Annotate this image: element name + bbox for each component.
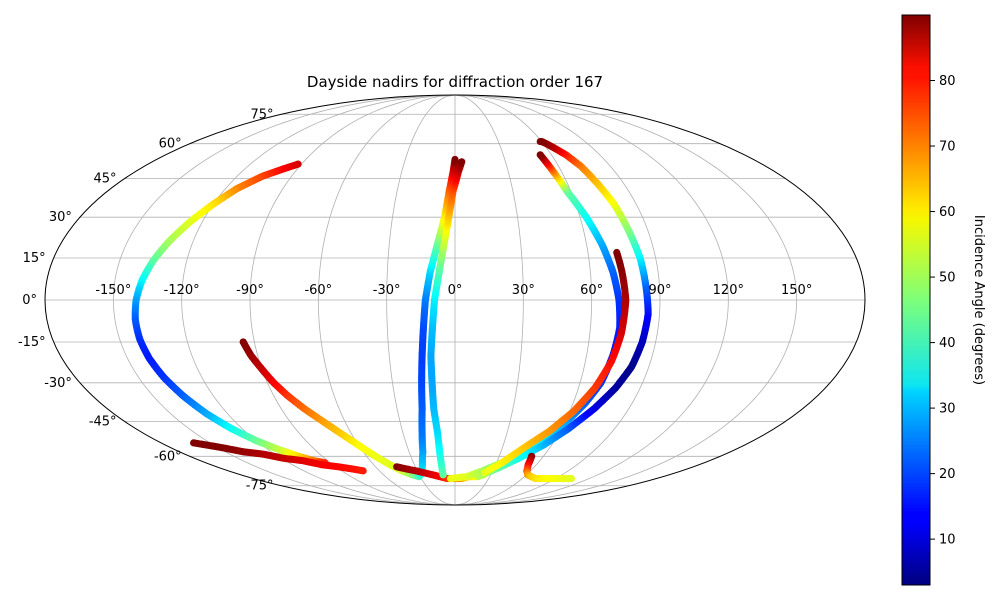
data-point (451, 155, 459, 164)
lon-tick-label: -120° (164, 283, 200, 298)
colorbar-tick-label: 40 (939, 336, 956, 351)
colorbar-tick-label: 60 (939, 205, 956, 220)
colorbar-tick-label: 70 (939, 140, 956, 155)
lon-tick-label: -150° (95, 283, 131, 298)
lat-tick-label: -15° (18, 335, 46, 350)
lat-tick-label: 30° (49, 210, 72, 225)
data-point (359, 467, 367, 475)
lon-tick-label: 150° (781, 283, 812, 298)
data-point (458, 158, 466, 166)
colorbar-tick-label: 30 (939, 402, 956, 417)
lon-tick-label: -90° (236, 283, 264, 298)
map-grid (45, 95, 865, 505)
lat-tick-label: 75° (250, 107, 273, 122)
chart-title: Dayside nadirs for diffraction order 167 (307, 73, 603, 91)
lat-tick-label: 60° (159, 137, 182, 152)
lon-tick-label: 120° (713, 283, 744, 298)
colorbar-tick-label: 80 (939, 74, 956, 89)
data-point (536, 137, 544, 146)
colorbar-label: Incidence Angle (degrees) (971, 215, 986, 385)
lat-tick-label: -30° (44, 376, 72, 391)
lon-tick-label: -60° (304, 283, 332, 298)
data-points (131, 137, 652, 483)
lon-tick-label: 60° (580, 283, 603, 298)
lat-tick-label: 15° (23, 251, 46, 266)
lat-tick-label: 45° (94, 172, 117, 187)
data-point (536, 151, 544, 159)
lon-tick-label: 30° (512, 283, 535, 298)
data-point (613, 248, 621, 257)
map-boundary (44, 94, 866, 506)
colorbar-gradient (901, 14, 931, 586)
lon-tick-label: 0° (448, 283, 463, 298)
lat-tick-label: -75° (246, 479, 274, 494)
lat-tick-label: 0° (22, 293, 37, 308)
colorbar-ticks: 10 20 30 40 50 60 70 80 (930, 74, 956, 548)
lat-tick-label: -45° (89, 414, 117, 429)
tick-labels: -150° -120° -90° -60° -30° 0° 30° 60° 90° 120° 150… (18, 107, 812, 493)
colorbar-tick-label: 50 (939, 271, 956, 286)
lon-tick-label: -30° (373, 283, 401, 298)
data-point (567, 474, 575, 483)
colorbar-tick-label: 20 (939, 467, 956, 482)
lon-tick-label: 90° (648, 283, 671, 298)
colorbar-tick-label: 10 (939, 533, 956, 548)
colorbar: 10 20 30 40 50 60 70 80 Incidence Angle (degree… (901, 14, 986, 586)
lat-tick-label: -60° (154, 449, 182, 464)
